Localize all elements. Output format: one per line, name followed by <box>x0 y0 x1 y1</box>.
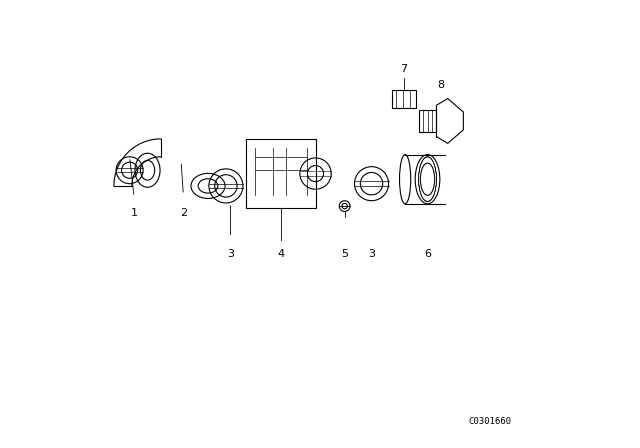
Bar <box>392 90 417 108</box>
Bar <box>246 139 316 208</box>
Text: 2: 2 <box>180 208 187 218</box>
Text: 4: 4 <box>277 249 284 258</box>
Text: 6: 6 <box>424 249 431 258</box>
Text: C0301660: C0301660 <box>468 417 512 426</box>
Text: 1: 1 <box>131 208 138 218</box>
Text: 5: 5 <box>341 249 348 258</box>
Text: 3: 3 <box>227 249 234 258</box>
Text: 7: 7 <box>400 64 407 74</box>
Bar <box>419 110 436 132</box>
Text: 3: 3 <box>368 249 375 258</box>
Text: 8: 8 <box>437 80 445 90</box>
